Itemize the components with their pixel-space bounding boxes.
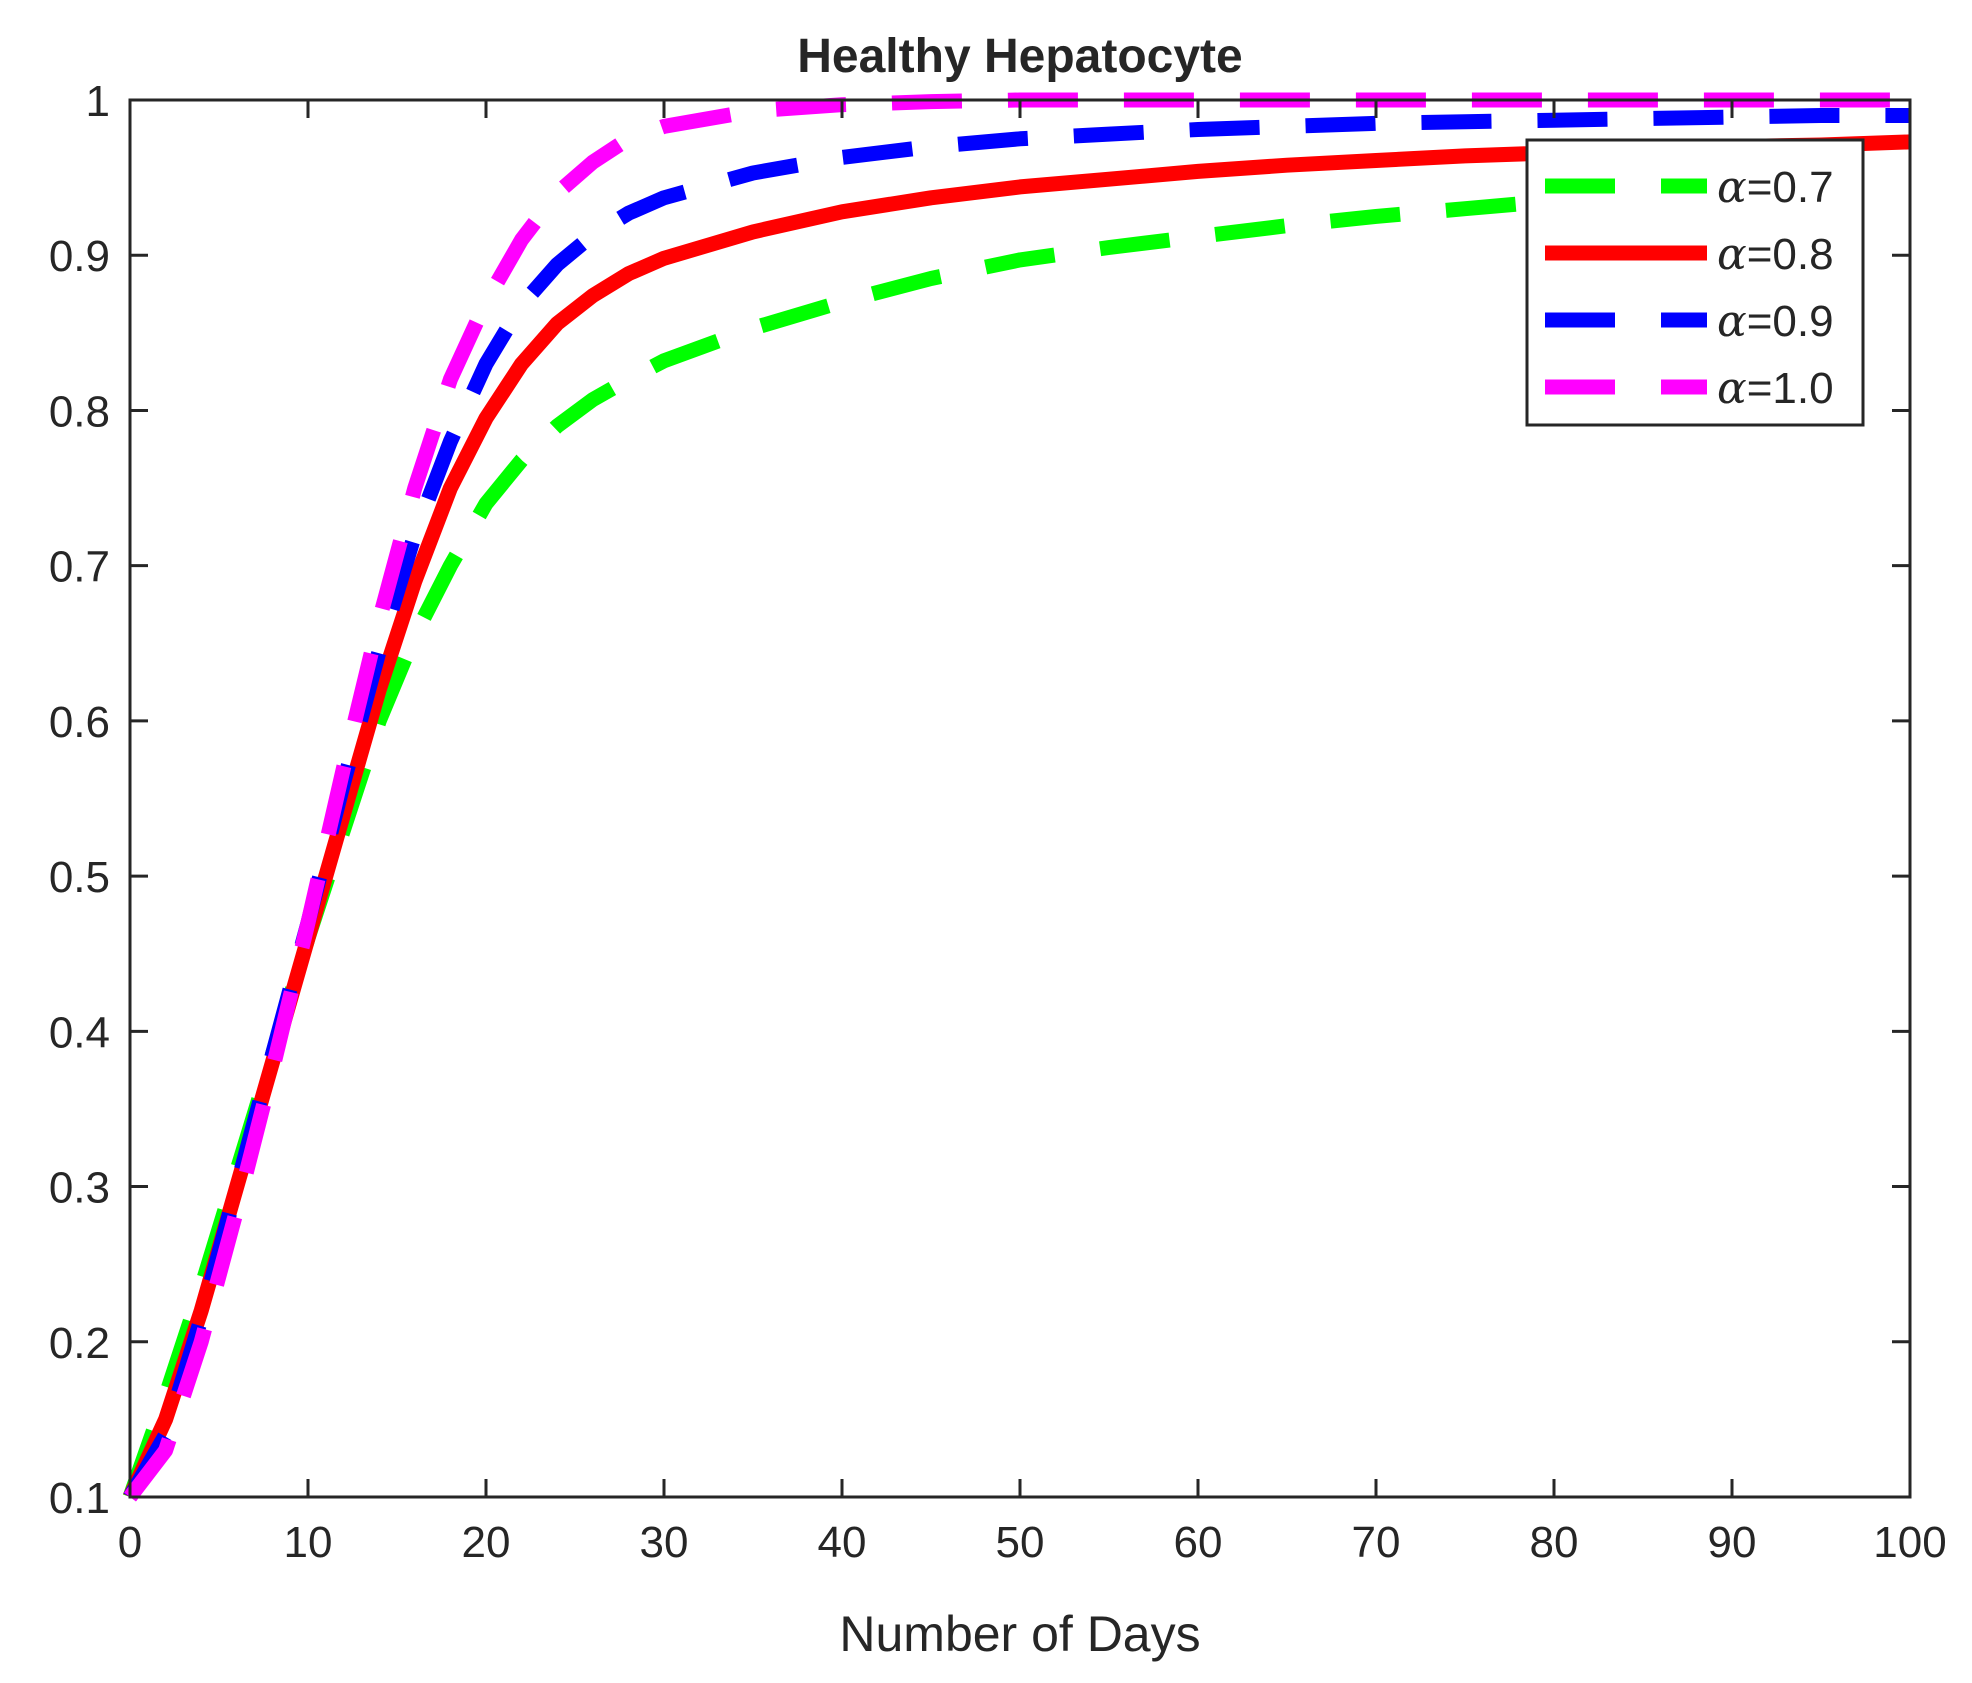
legend-label-4: α=1.0 [1717,363,1834,414]
x-tick-label: 70 [1352,1518,1401,1567]
x-tick-label: 100 [1873,1518,1946,1567]
y-tick-label: 0.3 [49,1164,110,1213]
legend-alpha-symbol: α [1717,229,1747,280]
x-tick-label: 0 [118,1518,142,1567]
legend-value: =1.0 [1747,364,1834,413]
legend-value: =0.8 [1747,230,1834,279]
series-line-2 [123,134,1911,1501]
x-tick-label: 90 [1708,1518,1757,1567]
x-tick-label: 80 [1530,1518,1579,1567]
y-tick-label: 0.4 [49,1008,110,1057]
legend-value: =0.9 [1747,297,1834,346]
y-tick-label: 0.2 [49,1319,110,1368]
legend-label-2: α=0.8 [1717,229,1834,280]
y-tick-label: 0.1 [49,1474,110,1523]
x-tick-label: 30 [640,1518,689,1567]
x-tick-label: 60 [1174,1518,1223,1567]
y-tick-label: 1 [86,77,110,126]
x-axis-label: Number of Days [839,1606,1200,1662]
y-tick-label: 0.6 [49,698,110,747]
x-tick-label: 20 [462,1518,511,1567]
legend-value: =0.7 [1747,163,1834,212]
legend-label-3: α=0.9 [1717,296,1834,347]
x-tick-label: 50 [996,1518,1045,1567]
y-tick-label: 0.5 [49,853,110,902]
legend-alpha-symbol: α [1717,162,1747,213]
y-tick-label: 0.8 [49,387,110,436]
y-tick-label: 0.7 [49,543,110,592]
legend-label-1: α=0.7 [1717,162,1834,213]
legend-alpha-symbol: α [1717,296,1747,347]
x-tick-label: 40 [818,1518,867,1567]
x-tick-label: 10 [284,1518,333,1567]
series-line-1 [122,173,1911,1500]
y-tick-label: 0.9 [49,232,110,281]
legend-alpha-symbol: α [1717,363,1747,414]
tick-layer: 0 10 20 30 40 50 60 70 80 90 100 0.1 0.2 0.3 0.4 0.5 0.6… [49,77,1947,1567]
chart-title: Healthy Hepatocyte [797,30,1242,83]
legend: α=0.7α=0.8α=0.9α=1.0 [1525,138,1865,427]
